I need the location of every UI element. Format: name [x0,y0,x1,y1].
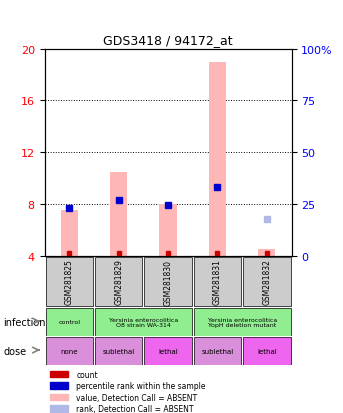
Text: rank, Detection Call = ABSENT: rank, Detection Call = ABSENT [76,404,194,413]
Title: GDS3418 / 94172_at: GDS3418 / 94172_at [103,34,233,47]
FancyBboxPatch shape [46,337,93,365]
FancyBboxPatch shape [243,257,291,306]
Text: sublethal: sublethal [103,348,135,354]
Text: sublethal: sublethal [201,348,234,354]
Text: Yersinia enterocolitica
O8 strain WA-314: Yersinia enterocolitica O8 strain WA-314 [109,317,178,328]
Text: none: none [60,348,78,354]
Text: control: control [58,320,80,325]
Text: lethal: lethal [158,348,178,354]
Text: infection: infection [3,317,46,327]
Bar [50,371,68,377]
Bar [209,62,226,256]
Text: GSM281831: GSM281831 [213,259,222,305]
Bar [50,405,68,412]
Bar [61,211,78,256]
Text: GSM281832: GSM281832 [262,259,271,305]
Bar [159,204,177,256]
Bar [50,394,68,400]
Text: percentile rank within the sample: percentile rank within the sample [76,381,206,390]
Bar [110,172,127,256]
Text: dose: dose [3,346,26,356]
FancyBboxPatch shape [46,308,93,336]
Text: Yersinia enterocolitica
YopH deletion mutant: Yersinia enterocolitica YopH deletion mu… [208,317,277,328]
Text: lethal: lethal [257,348,277,354]
Text: GSM281825: GSM281825 [65,259,74,305]
Text: GSM281830: GSM281830 [164,259,173,305]
Text: value, Detection Call = ABSENT: value, Detection Call = ABSENT [76,393,198,401]
Text: count: count [76,370,98,379]
FancyBboxPatch shape [194,337,241,365]
FancyBboxPatch shape [46,257,93,306]
FancyBboxPatch shape [243,337,291,365]
FancyBboxPatch shape [194,257,241,306]
FancyBboxPatch shape [194,308,291,336]
Text: GSM281829: GSM281829 [114,259,123,305]
FancyBboxPatch shape [144,257,192,306]
FancyBboxPatch shape [95,308,192,336]
Bar [258,249,275,256]
Bar [50,382,68,389]
FancyBboxPatch shape [95,257,142,306]
FancyBboxPatch shape [144,337,192,365]
FancyBboxPatch shape [95,337,142,365]
